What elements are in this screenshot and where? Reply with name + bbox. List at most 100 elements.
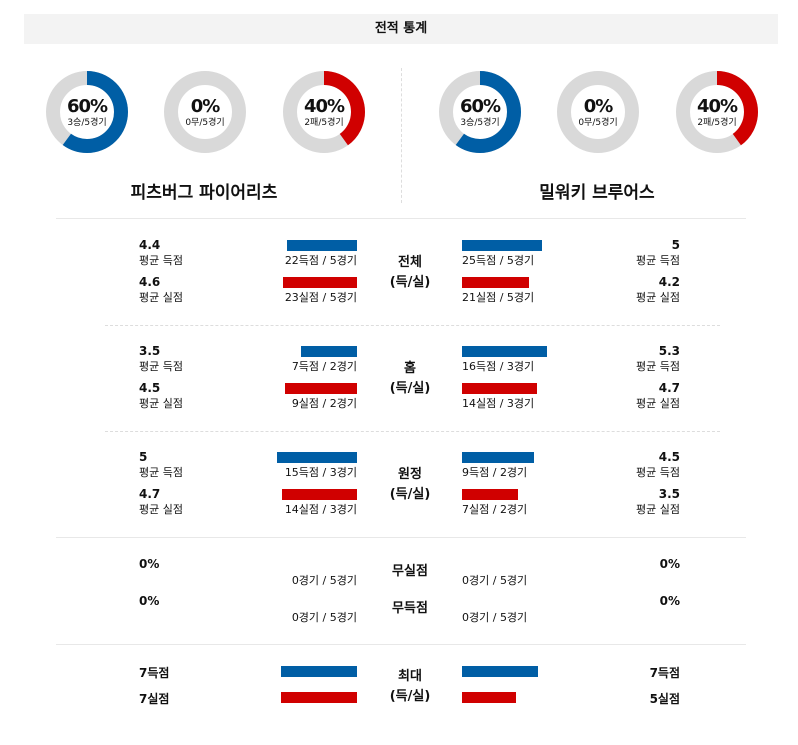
left-scored-label: 평균 득점: [139, 254, 183, 267]
left-allowed-label: 평균 실점: [139, 503, 183, 516]
donut-percent: 40%: [696, 96, 738, 117]
donut-ring: [164, 71, 246, 153]
right-max-allowed: 5실점: [649, 692, 680, 706]
right-allowed-total: 14실점 / 3경기: [462, 397, 535, 410]
left-allowed-bar: [281, 489, 357, 500]
right-allowed-total: 21실점 / 5경기: [462, 291, 535, 304]
donut-percent: 0%: [190, 96, 221, 117]
left-allowed-label: 평균 실점: [139, 397, 183, 410]
right-scored-bar: [462, 452, 534, 463]
left-scored-total: 7득점 / 2경기: [291, 360, 357, 373]
right-scored-bar: [462, 346, 547, 357]
donut-ring: [46, 71, 128, 153]
team-name-away: 밀워키 브루어스: [539, 183, 655, 203]
donut-chart: 60% 3승/5경기: [438, 70, 522, 154]
section-subtitle: (득/실): [389, 689, 431, 704]
left-allowed-avg: 4.5: [139, 381, 161, 395]
right-rate: 0%: [659, 594, 680, 608]
divider: [105, 325, 720, 326]
row-title: 무실점: [392, 564, 428, 579]
section-title: 홈: [404, 361, 416, 376]
left-scored-bar: [301, 346, 357, 357]
left-max-allowed: 7실점: [139, 692, 170, 706]
right-scored-avg: 4.5: [658, 450, 680, 464]
divider: [105, 431, 720, 432]
left-scored-avg: 5: [139, 450, 148, 464]
right-allowed-label: 평균 실점: [636, 397, 680, 410]
donut-record: 0무/5경기: [578, 118, 618, 128]
row-title: 무득점: [392, 601, 428, 616]
right-allowed-avg: 3.5: [658, 487, 680, 501]
right-max-scored-bar: [462, 666, 538, 677]
left-scored-bar: [286, 240, 357, 251]
right-scored-label: 평균 득점: [636, 360, 680, 373]
section-title: 전체: [398, 255, 422, 270]
left-rate: 0%: [139, 594, 160, 608]
right-allowed-bar: [462, 383, 538, 394]
donut-record: 3승/5경기: [67, 118, 107, 128]
donut-percent: 0%: [583, 96, 614, 117]
divider: [56, 218, 746, 219]
section-subtitle: (득/실): [389, 275, 431, 290]
right-scored-total: 9득점 / 2경기: [462, 466, 528, 479]
divider: [56, 644, 746, 645]
section-title: 최대: [398, 669, 422, 684]
left-max-scored: 7득점: [139, 666, 170, 680]
right-scored-bar: [462, 240, 542, 251]
right-scored-total: 16득점 / 3경기: [462, 360, 535, 373]
team-name-home: 피츠버그 파이어리츠: [130, 183, 278, 203]
right-allowed-bar: [462, 277, 530, 288]
right-scored-avg: 5: [671, 238, 680, 252]
right-allowed-avg: 4.2: [658, 275, 680, 289]
left-scored-total: 15득점 / 3경기: [284, 466, 357, 479]
donut-chart: 40% 2패/5경기: [675, 70, 759, 154]
donut-chart: 40% 2패/5경기: [282, 70, 366, 154]
left-allowed-bar: [285, 383, 357, 394]
left-max-allowed-bar: [281, 692, 357, 703]
left-max-scored-bar: [281, 666, 357, 677]
section-subtitle: (득/실): [389, 487, 431, 502]
right-scored-total: 25득점 / 5경기: [462, 254, 535, 267]
donut-ring: [283, 71, 365, 153]
donut-ring: [439, 71, 521, 153]
left-allowed-bar: [283, 277, 357, 288]
donut-record: 3승/5경기: [460, 118, 500, 128]
left-scored-avg: 4.4: [139, 238, 161, 252]
left-rate: 0%: [139, 557, 160, 571]
left-allowed-total: 14실점 / 3경기: [284, 503, 357, 516]
right-scored-label: 평균 득점: [636, 466, 680, 479]
donut-record: 2패/5경기: [697, 118, 737, 128]
left-allowed-label: 평균 실점: [139, 291, 183, 304]
right-games: 0경기 / 5경기: [462, 611, 528, 624]
left-allowed-avg: 4.7: [139, 487, 161, 501]
right-allowed-total: 7실점 / 2경기: [462, 503, 528, 516]
right-allowed-bar: [462, 489, 518, 500]
team-divider: [401, 68, 402, 203]
left-scored-label: 평균 득점: [139, 360, 183, 373]
donut-chart: 0% 0무/5경기: [163, 70, 247, 154]
donut-percent: 40%: [303, 96, 345, 117]
left-scored-total: 22득점 / 5경기: [284, 254, 357, 267]
donut-record: 0무/5경기: [185, 118, 225, 128]
donut-record: 2패/5경기: [304, 118, 344, 128]
left-scored-bar: [277, 452, 357, 463]
left-scored-avg: 3.5: [139, 344, 161, 358]
donut-chart: 60% 3승/5경기: [45, 70, 129, 154]
divider: [56, 537, 746, 538]
left-games: 0경기 / 5경기: [291, 611, 357, 624]
donut-ring: [557, 71, 639, 153]
section-title: 원정: [398, 467, 422, 482]
left-games: 0경기 / 5경기: [291, 574, 357, 587]
section-header: 전적 통계: [24, 14, 778, 44]
right-scored-avg: 5.3: [658, 344, 680, 358]
right-allowed-label: 평균 실점: [636, 291, 680, 304]
right-rate: 0%: [659, 557, 680, 571]
section-subtitle: (득/실): [389, 381, 431, 396]
right-max-allowed-bar: [462, 692, 516, 703]
right-allowed-avg: 4.7: [658, 381, 680, 395]
donut-chart: 0% 0무/5경기: [556, 70, 640, 154]
left-allowed-total: 9실점 / 2경기: [291, 397, 357, 410]
left-scored-label: 평균 득점: [139, 466, 183, 479]
right-max-scored: 7득점: [649, 666, 680, 680]
left-allowed-total: 23실점 / 5경기: [284, 291, 357, 304]
